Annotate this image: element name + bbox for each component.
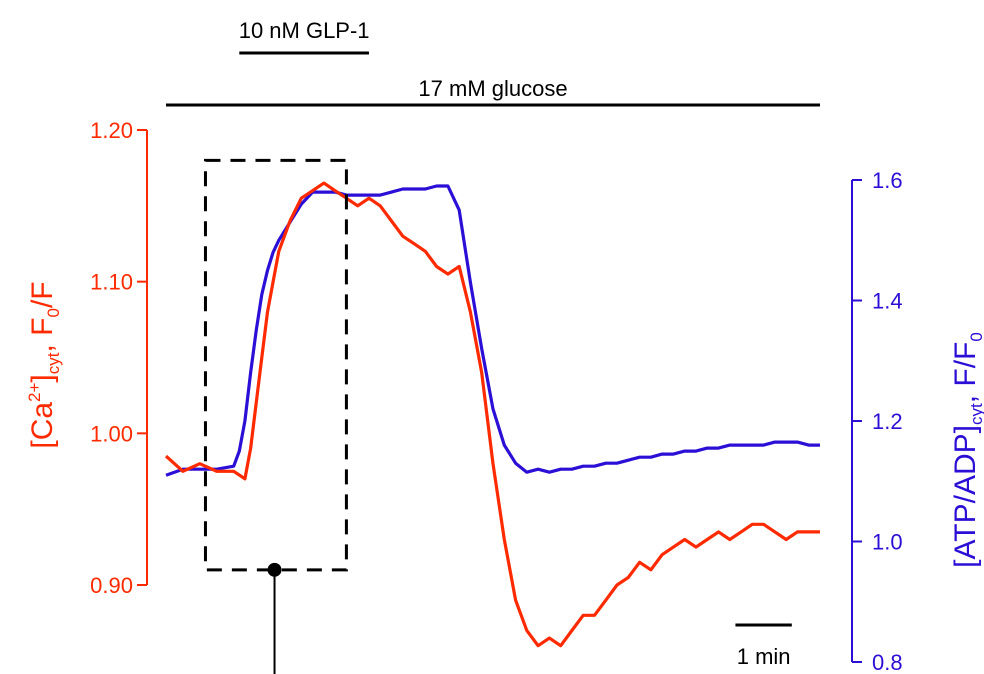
- right-axis-label: [ATP/ADP]cyt, F/F0: [949, 332, 984, 568]
- right-y-axis: 0.8 1.0 1.2 1.4 1.6: [851, 168, 903, 674]
- annotations: 10 nM GLP-1 17 mM glucose: [166, 18, 820, 107]
- left-y-axis: 0.90 1.00 1.10 1.20: [90, 118, 148, 598]
- right-axis-tick-label: 1.4: [872, 289, 903, 314]
- right-axis-tick-label: 1.6: [872, 168, 903, 193]
- left-axis-tick-label: 1.00: [90, 421, 133, 446]
- ca-series-line: [164, 181, 820, 648]
- right-axis-tick-label: 1.2: [872, 409, 903, 434]
- glp1-label: 10 nM GLP-1: [239, 18, 370, 43]
- time-scale-label: 1 min: [737, 644, 791, 669]
- left-axis-tick-label: 0.90: [90, 573, 133, 598]
- glucose-label: 17 mM glucose: [418, 76, 567, 101]
- highlight-box: [203, 158, 348, 572]
- right-axis-tick-label: 1.0: [872, 530, 903, 555]
- left-axis-tick-label: 1.20: [90, 118, 133, 143]
- atp-adp-series-line: [165, 184, 820, 477]
- right-axis-tick-label: 0.8: [872, 650, 903, 674]
- left-axis-label: [Ca2+]cyt, F0/F: [25, 281, 63, 448]
- left-axis-tick-label: 1.10: [90, 270, 133, 295]
